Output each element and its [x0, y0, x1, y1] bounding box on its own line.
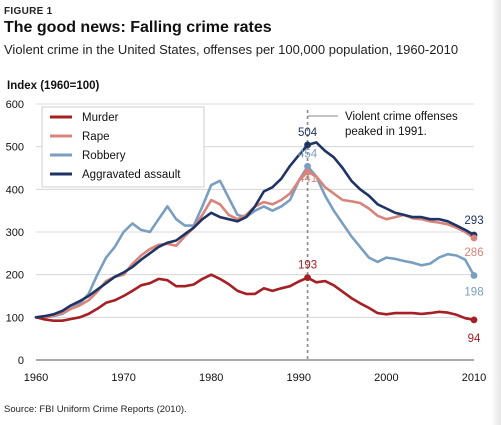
marker-rape-1991: [304, 168, 311, 176]
chart-title: The good news: Falling crime rates: [4, 19, 272, 36]
marker-murder-2010: [470, 316, 478, 324]
data-label-murder-1991: 193: [298, 260, 317, 272]
chart-subtitle: Violent crime in the United States, offe…: [4, 42, 459, 57]
x-tick-label-1990: 1990: [287, 372, 311, 384]
data-label-rape-1991: 441: [298, 173, 317, 185]
data-label-murder-2010: 94: [468, 333, 481, 345]
y-tick-label-500: 500: [6, 142, 24, 154]
x-tick-label-1980: 1980: [199, 372, 223, 384]
annotation-line-2: peaked in 1991.: [345, 126, 427, 138]
legend-label-aggravated-assault: Aggravated assault: [82, 169, 181, 181]
data-label-aggravated-assault-1991: 504: [298, 127, 318, 139]
y-tick-label-200: 200: [6, 270, 24, 282]
y-tick-label-600: 600: [6, 99, 24, 111]
legend: Murder Rape Robbery Aggravated assault: [41, 106, 205, 188]
series-lines: [34, 141, 476, 323]
data-label-robbery-2010: 198: [464, 287, 483, 299]
data-label-robbery-1991: 454: [298, 148, 318, 160]
marker-robbery-2010: [470, 272, 478, 279]
data-labels: 504 454 441 193 293 286 198 94: [298, 127, 484, 345]
x-tick-label-2010: 2010: [462, 372, 486, 384]
marker-aggravated-assault-1991: [304, 141, 311, 149]
legend-label-rape: Rape: [82, 131, 110, 143]
data-label-aggravated-assault-2010: 293: [464, 215, 483, 227]
figure-label: FIGURE 1: [4, 6, 53, 17]
legend-label-murder: Murder: [82, 112, 119, 124]
x-tick-label-1970: 1970: [111, 372, 135, 384]
data-label-rape-2010: 286: [464, 247, 483, 259]
data-markers: [304, 141, 478, 324]
x-tick-labels: 1960 1970 1980 1990 2000 2010: [24, 372, 486, 384]
legend-label-robbery: Robbery: [82, 150, 126, 162]
x-tick-label-2000: 2000: [374, 372, 398, 384]
annotation-line-1: Violent crime offenses: [345, 111, 458, 123]
y-axis-label: Index (1960=100): [7, 80, 100, 92]
series-line-robbery: [34, 165, 476, 319]
series-line-murder: [34, 273, 476, 323]
marker-robbery-1991: [304, 162, 311, 170]
marker-rape-2010: [470, 234, 478, 242]
marker-murder-1991: [304, 274, 311, 282]
y-tick-label-100: 100: [6, 312, 24, 324]
source-note: Source: FBI Uniform Crime Reports (2010)…: [4, 404, 187, 415]
y-tick-label-0: 0: [18, 355, 24, 367]
y-tick-labels: 0 100 200 300 400 500 600: [6, 99, 24, 367]
page-edge-shadow: [491, 0, 501, 425]
y-tick-label-300: 300: [6, 227, 24, 239]
series-line-aggravated-assault: [34, 141, 476, 319]
series-line-rape: [34, 170, 476, 319]
peak-annotation: Violent crime offenses peaked in 1991.: [306, 110, 458, 360]
x-tick-label-1960: 1960: [24, 372, 48, 384]
y-tick-label-400: 400: [6, 184, 24, 196]
